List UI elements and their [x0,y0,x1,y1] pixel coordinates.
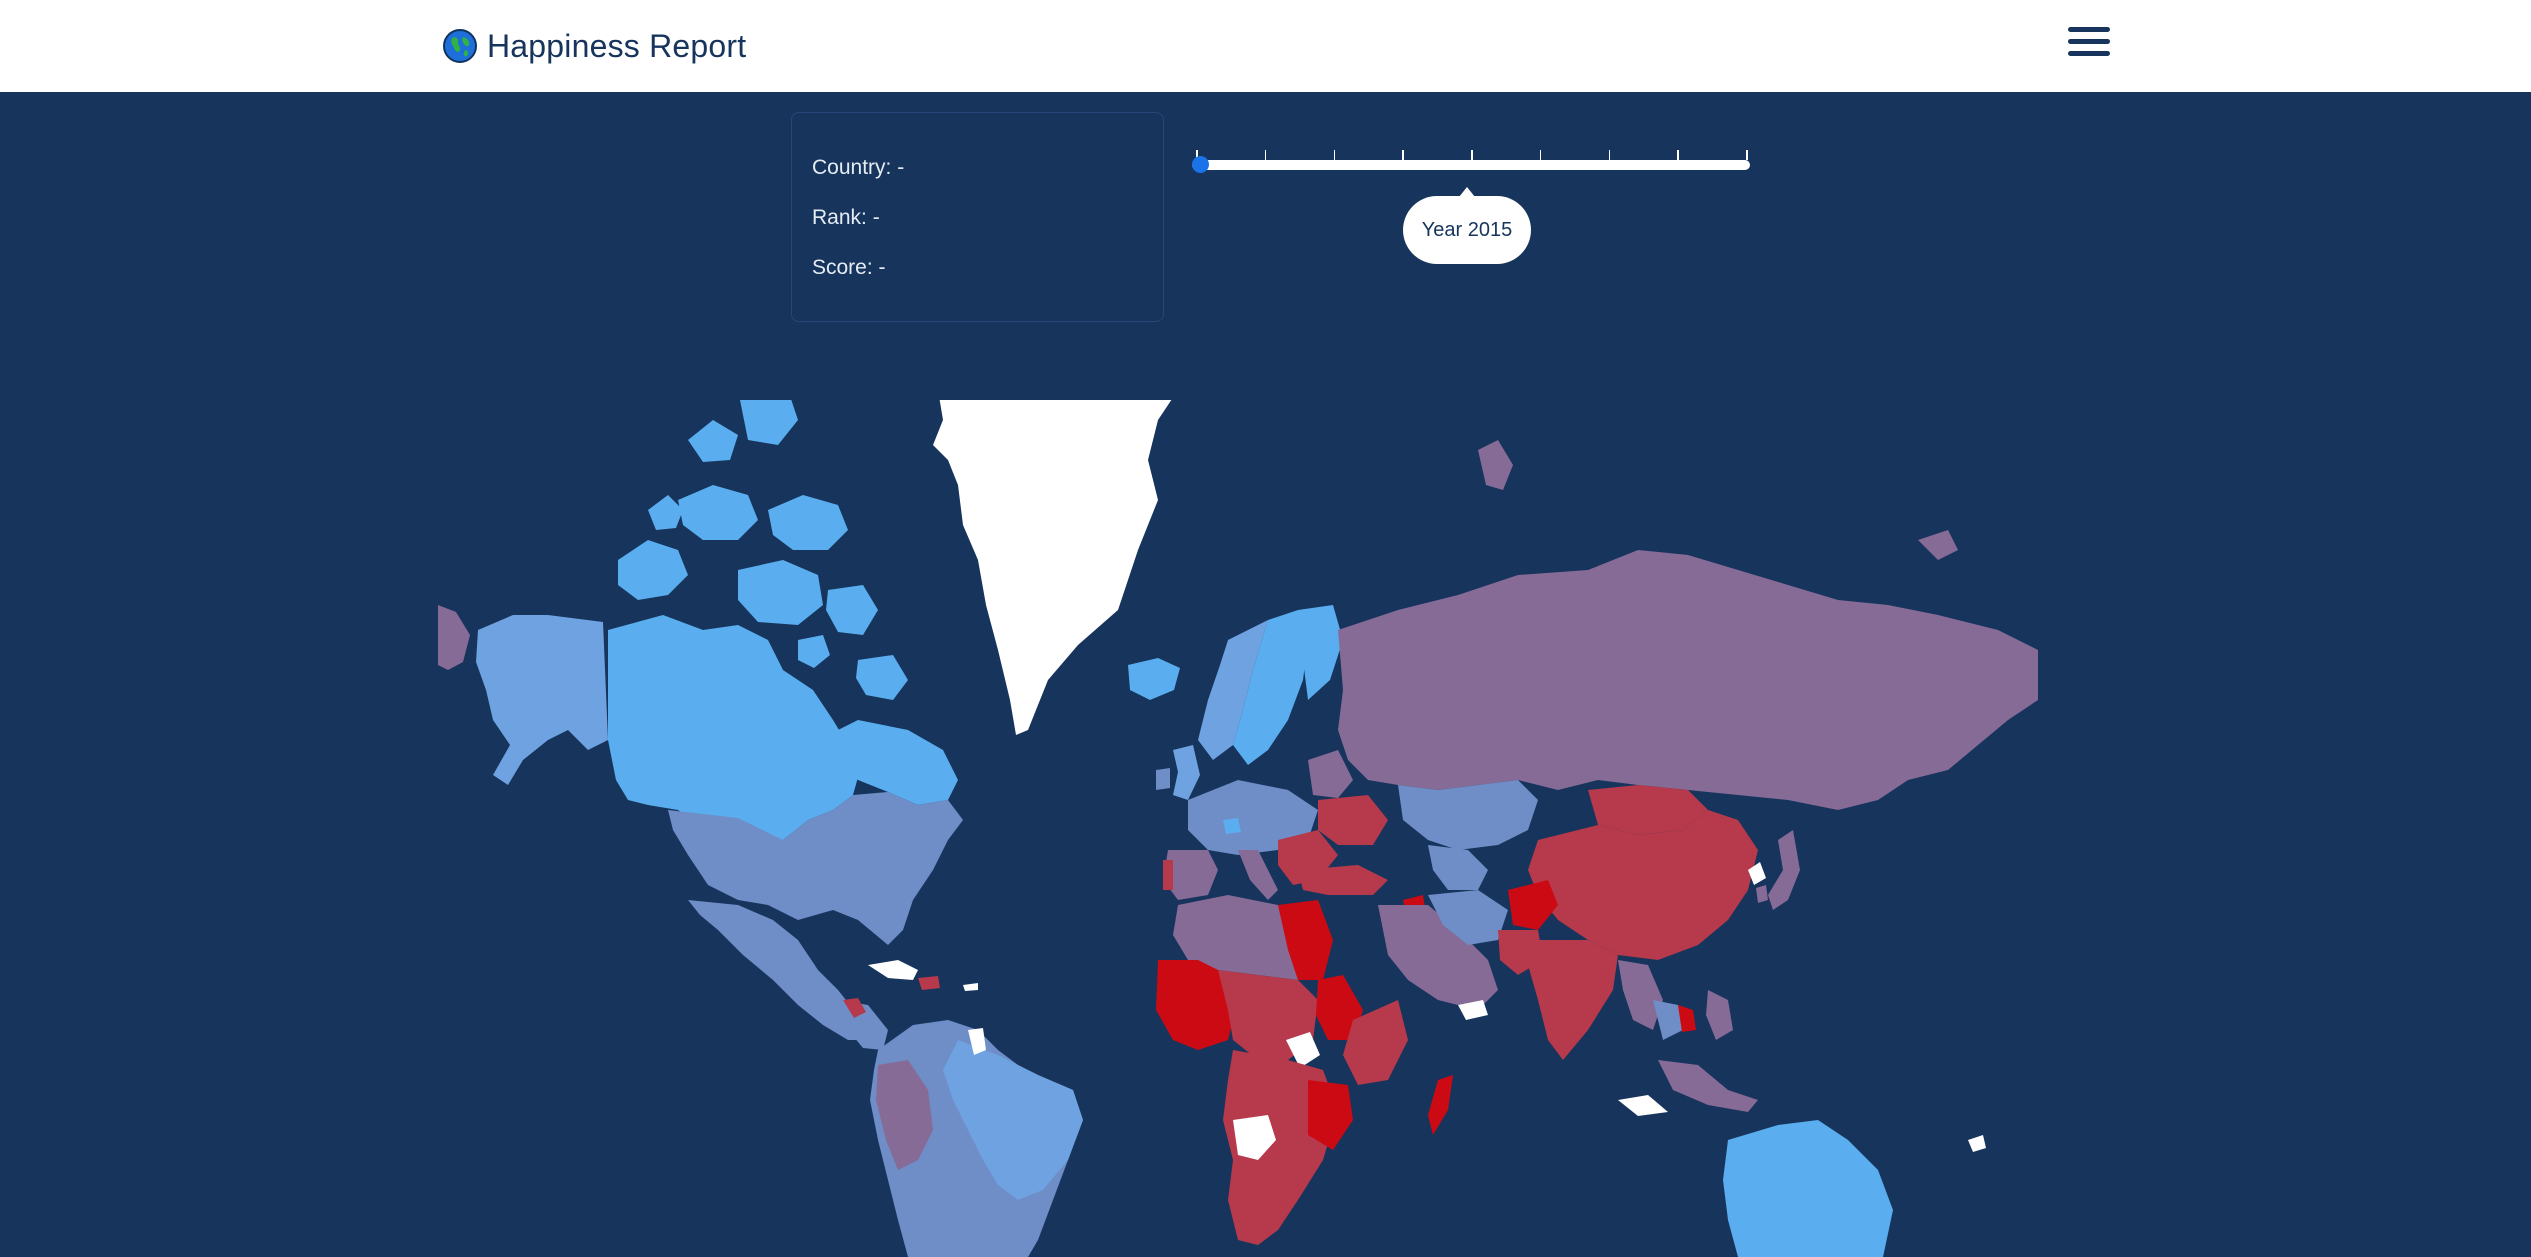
country-ukraine[interactable] [1318,795,1388,845]
country-cuba[interactable] [868,960,918,980]
country-finland[interactable] [1298,605,1343,700]
country-uk[interactable] [1173,745,1200,800]
country-portugal[interactable] [1163,860,1173,890]
country-russia-east[interactable] [438,605,470,670]
country-guatemala[interactable] [843,998,866,1018]
slider-track[interactable] [1192,160,1750,170]
year-tooltip: Year 2015 [1403,187,1531,264]
europe-central[interactable] [1188,780,1318,855]
country-central-america[interactable] [838,1000,888,1050]
country-south-korea[interactable] [1756,885,1768,903]
country-kazakhstan[interactable] [1398,780,1538,850]
top-navbar: Happiness Report [0,0,2531,92]
slider-tick [1333,150,1335,160]
country-thailand[interactable] [1653,1000,1683,1040]
slider-tick [1539,150,1542,160]
world-map[interactable] [438,400,2038,1257]
globe-icon [443,29,477,63]
south-america[interactable] [870,1020,1083,1257]
brand-link[interactable]: Happiness Report [443,24,746,68]
country-belarus[interactable] [1308,750,1353,798]
country-north-korea[interactable] [1748,862,1766,885]
country-ethiopia[interactable] [1343,1000,1408,1085]
country-usa[interactable] [668,792,963,945]
country-india[interactable] [1528,940,1618,1060]
country-egypt[interactable] [1278,900,1333,980]
score-label: Score: - [812,256,886,279]
country-south-sudan[interactable] [1286,1032,1320,1068]
menu-bar [2068,27,2110,32]
country-ireland[interactable] [1156,768,1170,790]
country-myanmar[interactable] [1618,960,1663,1030]
country-puerto-rico[interactable] [963,983,978,991]
app-title: Happiness Report [487,27,747,64]
country-namibia[interactable] [1233,1115,1276,1160]
country-indonesia[interactable] [1658,1060,1758,1112]
menu-bar [2068,51,2110,56]
slider-thumb[interactable] [1192,156,1209,173]
country-switzerland[interactable] [1223,818,1241,834]
country-australia[interactable] [1723,1120,1893,1257]
country-iran[interactable] [1428,890,1508,945]
slider-tick [1608,150,1610,160]
country-label: Country: - [812,156,905,179]
slider-tick [1677,150,1679,160]
country-info-panel: Country: - Rank: - Score: - [791,112,1164,322]
slider-tick [1471,150,1473,160]
slider-tick [1402,150,1404,160]
country-russia[interactable] [1338,550,2038,810]
country-china[interactable] [1528,810,1758,960]
slider-tick [1196,150,1198,160]
year-slider[interactable] [1188,140,1753,190]
country-spain[interactable] [1163,850,1218,900]
country-yemen[interactable] [1458,1000,1488,1020]
country-tanzania[interactable] [1308,1080,1353,1150]
country-turkey[interactable] [1298,865,1388,895]
russia-novaya-zemlya[interactable] [1478,440,1513,490]
world-map-svg[interactable] [438,400,2038,1257]
country-mongolia[interactable] [1588,785,1708,835]
slider-tick [1264,150,1267,160]
country-philippines[interactable] [1706,990,1733,1040]
russia-island[interactable] [1918,530,1958,560]
africa[interactable] [1156,895,1453,1245]
country-alaska[interactable] [476,615,608,785]
central-sahel[interactable] [1218,970,1318,1060]
country-sweden[interactable] [1233,610,1308,765]
country-greenland[interactable] [933,400,1178,735]
country-afghanistan[interactable] [1508,880,1558,930]
country-saudi-arabia[interactable] [1378,905,1498,1010]
country-canada[interactable] [608,400,958,860]
hamburger-menu-icon[interactable] [2066,24,2112,60]
country-mexico[interactable] [688,900,868,1040]
country-iceland[interactable] [1128,658,1180,700]
country-new-zealand[interactable] [1968,1135,1986,1152]
country-cambodia[interactable] [1678,1005,1696,1032]
country-venezuela[interactable] [968,1028,986,1055]
slider-tick [1746,150,1748,160]
country-italy[interactable] [1238,850,1278,900]
country-uzbekistan[interactable] [1428,845,1488,890]
rank-label: Rank: - [812,206,880,229]
menu-bar [2068,39,2110,44]
country-japan[interactable] [1768,830,1800,910]
country-papua-new-guinea[interactable] [1618,1095,1668,1116]
country-norway[interactable] [1198,620,1268,760]
west-africa[interactable] [1156,960,1238,1050]
country-madagascar[interactable] [1428,1075,1453,1135]
country-haiti[interactable] [918,976,940,990]
country-sudan[interactable] [1316,975,1363,1040]
